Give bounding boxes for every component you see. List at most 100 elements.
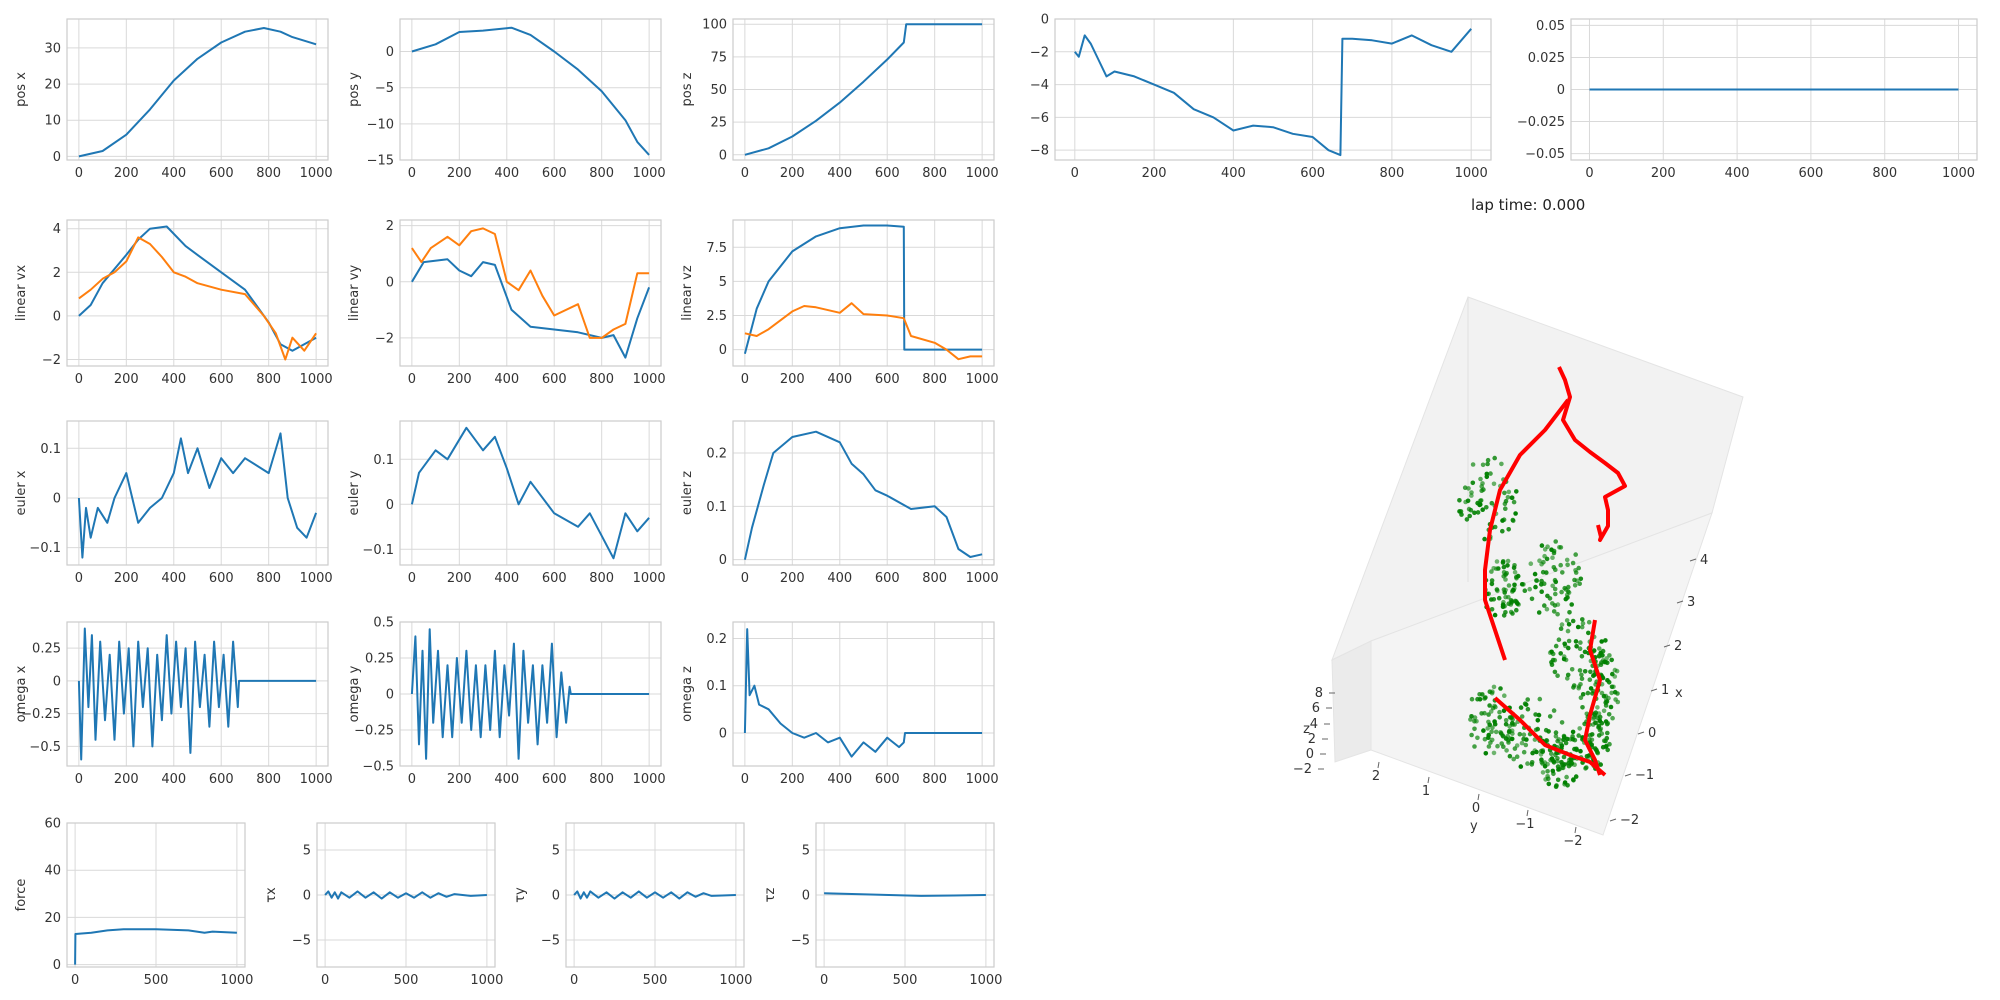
y-tick-label: 0.05 bbox=[1536, 19, 1565, 34]
y-axis-label: linear vz bbox=[680, 265, 695, 321]
obstacle-point bbox=[1512, 569, 1518, 575]
y-tick-label: 50 bbox=[710, 83, 727, 98]
pane-side bbox=[1331, 640, 1372, 763]
obstacle-point bbox=[1522, 588, 1528, 593]
y-tick-mark bbox=[1477, 793, 1480, 801]
y-tick-label: −0.1 bbox=[362, 543, 394, 558]
axes-frame bbox=[732, 18, 995, 161]
x-tick-label: 200 bbox=[447, 571, 472, 586]
obstacle-point bbox=[1465, 498, 1471, 504]
obstacle-point bbox=[1477, 697, 1483, 702]
chart-pos-y: 0 200 400 600 800 1000 0 −5 −10 −15 pos y bbox=[347, 18, 666, 181]
x-tick-label: 200 bbox=[114, 166, 139, 181]
x-tick-label: 600 bbox=[875, 372, 900, 387]
obstacle-point bbox=[1495, 743, 1500, 749]
obstacle-point bbox=[1547, 714, 1553, 719]
chart-euler-y: 0 200 400 600 800 1000 0.1 0 −0.1 euler y bbox=[347, 420, 666, 586]
obstacle-point bbox=[1566, 645, 1571, 651]
y-tick-label: −0.05 bbox=[1525, 147, 1565, 162]
y-tick-label: 0.1 bbox=[706, 679, 727, 694]
obstacle-point bbox=[1544, 556, 1550, 562]
obstacle-point bbox=[1574, 644, 1579, 649]
y-tick-label: −0.5 bbox=[362, 760, 394, 775]
y-tick-label: −0.25 bbox=[21, 707, 61, 722]
x-tick-label: 400 bbox=[1221, 166, 1246, 181]
obstacle-point bbox=[1525, 697, 1530, 702]
obstacle-point bbox=[1462, 485, 1468, 491]
x-tick-label: 600 bbox=[875, 166, 900, 181]
y-tick-label: 0.25 bbox=[365, 652, 394, 667]
obstacle-point bbox=[1573, 568, 1578, 573]
y-tick-label: 2 bbox=[1372, 769, 1380, 784]
x-tick-label: 400 bbox=[161, 372, 186, 387]
x-tick-label: 600 bbox=[875, 772, 900, 787]
x-tick-label: 600 bbox=[209, 166, 234, 181]
y-tick-label: 0 bbox=[386, 498, 394, 513]
obstacle-point bbox=[1508, 736, 1513, 741]
y-tick-label: 25 bbox=[710, 116, 727, 131]
x-tick-label: 1000 bbox=[633, 372, 666, 387]
obstacle-point bbox=[1587, 677, 1593, 682]
y-tick-label: 5 bbox=[802, 844, 810, 859]
obstacle-point bbox=[1559, 622, 1565, 627]
obstacle-point bbox=[1506, 601, 1511, 606]
obstacle-point bbox=[1525, 706, 1531, 712]
obstacle-point bbox=[1489, 578, 1495, 583]
axes-frame bbox=[66, 822, 246, 968]
obstacle-point bbox=[1538, 752, 1544, 757]
obstacle-point bbox=[1489, 581, 1495, 587]
y-tick-label: −5 bbox=[791, 934, 810, 949]
obstacle-point bbox=[1470, 480, 1476, 486]
obstacle-point bbox=[1615, 691, 1620, 696]
y-tick-label: −0.025 bbox=[1517, 115, 1565, 130]
obstacle-point bbox=[1596, 733, 1602, 738]
obstacle-point bbox=[1469, 696, 1475, 702]
obstacle-point bbox=[1570, 618, 1576, 624]
obstacle-point bbox=[1565, 676, 1570, 681]
x-tick-mark bbox=[1650, 688, 1658, 692]
obstacle-point bbox=[1489, 569, 1494, 574]
obstacle-point bbox=[1499, 461, 1504, 467]
obstacle-point bbox=[1467, 513, 1472, 519]
obstacle-point bbox=[1500, 604, 1506, 609]
obstacle-point bbox=[1569, 602, 1574, 607]
y-tick-label: 0 bbox=[1041, 13, 1049, 28]
obstacle-point bbox=[1480, 507, 1485, 512]
obstacle-point bbox=[1464, 517, 1470, 522]
z-tick-label: 6 bbox=[1312, 701, 1320, 716]
obstacle-point bbox=[1561, 734, 1567, 740]
x-tick-label: −1 bbox=[1635, 768, 1654, 783]
x-tick-label: −2 bbox=[1620, 813, 1639, 828]
obstacle-point bbox=[1497, 709, 1502, 715]
obstacle-point bbox=[1533, 727, 1539, 733]
obstacle-point bbox=[1579, 672, 1584, 678]
obstacle-point bbox=[1607, 653, 1612, 658]
obstacle-point bbox=[1469, 732, 1474, 738]
x-tick-label: 500 bbox=[394, 973, 419, 988]
y-tick-label: −2 bbox=[42, 353, 61, 368]
obstacle-point bbox=[1600, 648, 1606, 654]
y-tick-label: 0 bbox=[719, 343, 727, 358]
obstacle-point bbox=[1578, 748, 1583, 754]
x-tick-label: 0 bbox=[408, 772, 416, 787]
y-tick-label: 0 bbox=[386, 688, 394, 703]
obstacle-point bbox=[1566, 622, 1572, 627]
y-tick-label: 0 bbox=[53, 150, 61, 165]
y-tick-label: 0.25 bbox=[32, 642, 61, 657]
x-tick-label: 1000 bbox=[633, 166, 666, 181]
obstacle-point bbox=[1598, 762, 1603, 767]
obstacle-point bbox=[1566, 584, 1571, 590]
obstacle-point bbox=[1469, 493, 1474, 498]
y-tick-label: −8 bbox=[1030, 144, 1049, 159]
obstacle-point bbox=[1557, 545, 1562, 550]
obstacle-point bbox=[1591, 715, 1597, 720]
y-axis-label: euler z bbox=[680, 471, 695, 515]
obstacle-point bbox=[1582, 649, 1588, 655]
x-tick-label: 400 bbox=[1725, 166, 1750, 181]
obstacle-point bbox=[1501, 570, 1507, 575]
x-tick-label: 600 bbox=[209, 372, 234, 387]
x-tick-label: 200 bbox=[447, 372, 472, 387]
obstacle-point bbox=[1517, 731, 1523, 737]
obstacle-point bbox=[1550, 583, 1555, 589]
obstacle-point bbox=[1585, 690, 1591, 696]
